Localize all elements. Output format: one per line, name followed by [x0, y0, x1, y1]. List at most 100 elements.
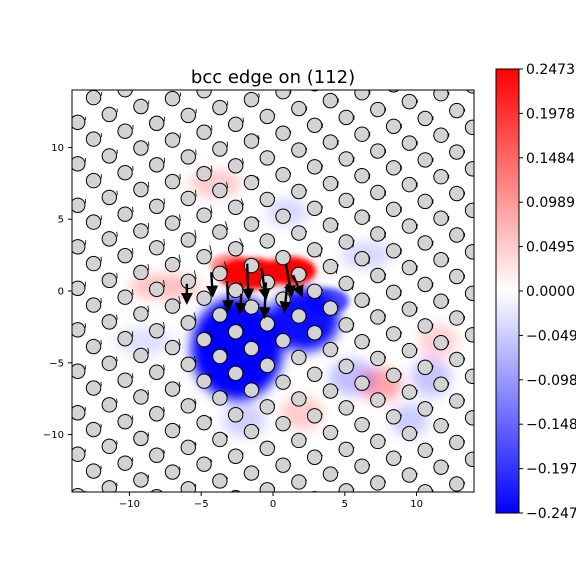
quiver-arrow [210, 458, 213, 463]
quiver-arrow [224, 261, 229, 272]
quiver-arrow [132, 247, 134, 254]
atom [291, 432, 307, 449]
atom [243, 423, 260, 440]
atom [212, 141, 228, 157]
atom [433, 459, 449, 475]
quiver-arrow [179, 214, 181, 221]
quiver-arrow [194, 189, 197, 197]
colorbar-tick-label: 0.0495 [526, 240, 575, 256]
quiver-arrow [100, 465, 102, 469]
atom [385, 367, 402, 383]
quiver-arrow [163, 364, 165, 371]
atom [322, 92, 339, 109]
atom [101, 106, 118, 123]
atom [306, 366, 323, 382]
atom [149, 323, 165, 339]
atom [338, 400, 354, 416]
atom [275, 90, 291, 100]
atom [72, 488, 85, 492]
atom [370, 475, 386, 491]
atom [433, 169, 449, 185]
atom [433, 293, 449, 309]
atom [464, 285, 474, 301]
atom [322, 424, 339, 441]
atom [117, 330, 133, 347]
atom [212, 348, 228, 365]
atom [259, 482, 275, 492]
atom [401, 176, 418, 193]
atom [55, 472, 69, 486]
atom [180, 439, 196, 456]
atom [259, 440, 275, 457]
atom [464, 327, 474, 343]
quiver-arrow [209, 416, 213, 421]
atom [243, 340, 260, 357]
atom [291, 308, 307, 324]
atom [354, 250, 370, 267]
atom [72, 322, 86, 338]
atom [291, 100, 307, 117]
quiver-arrow [116, 356, 118, 362]
atom [306, 159, 323, 175]
colorbar-tick-label: −0.2473 [526, 506, 576, 522]
quiver-arrow [84, 406, 87, 411]
atom [196, 166, 212, 182]
atom [133, 306, 149, 322]
atom [85, 421, 102, 438]
atom [117, 372, 133, 388]
atom [164, 215, 181, 231]
atom [322, 383, 339, 399]
atom [133, 140, 149, 156]
atom [370, 143, 386, 159]
atom [464, 119, 474, 136]
atom [196, 290, 212, 306]
atom [212, 224, 228, 240]
quiver-arrow [100, 298, 102, 303]
atom [227, 448, 244, 464]
atom [291, 391, 307, 407]
atom [243, 91, 260, 108]
atom [72, 280, 86, 296]
atom [243, 216, 260, 232]
atom [466, 90, 474, 94]
atom [117, 206, 133, 222]
atom [338, 317, 354, 333]
atom [370, 309, 386, 325]
colorbar-tick-label: −0.0495 [526, 328, 576, 344]
atom [180, 190, 196, 207]
atom [101, 438, 118, 455]
quiver-arrow [100, 339, 102, 345]
atom [180, 481, 196, 492]
quiver-arrow [131, 415, 134, 420]
atom [275, 208, 291, 224]
quiver-arrow [131, 289, 134, 296]
atom [227, 241, 244, 257]
atom [449, 268, 465, 285]
quiver-arrow [163, 449, 165, 454]
atom [291, 225, 307, 241]
atom [164, 132, 181, 148]
atom-layer [55, 90, 474, 492]
core-arrow [234, 293, 247, 315]
atom [401, 301, 418, 317]
atom [354, 209, 370, 225]
colorbar: 0.2473 0.1978 0.1484 0.0989 0.0495 0.0000 −0.0… [495, 62, 576, 522]
atom [464, 410, 474, 426]
atom [149, 281, 165, 297]
atom [164, 256, 181, 273]
atom [259, 108, 275, 125]
atom [212, 265, 228, 282]
atom [417, 359, 433, 376]
atom [306, 200, 323, 217]
atom [164, 90, 181, 107]
quiver-arrow [147, 347, 150, 354]
atom [464, 161, 474, 177]
atom [401, 342, 418, 359]
atom [338, 483, 354, 492]
atom [212, 99, 228, 116]
atom [212, 390, 228, 406]
atom [101, 148, 118, 164]
atom [291, 349, 307, 366]
core-arrow [206, 272, 219, 298]
